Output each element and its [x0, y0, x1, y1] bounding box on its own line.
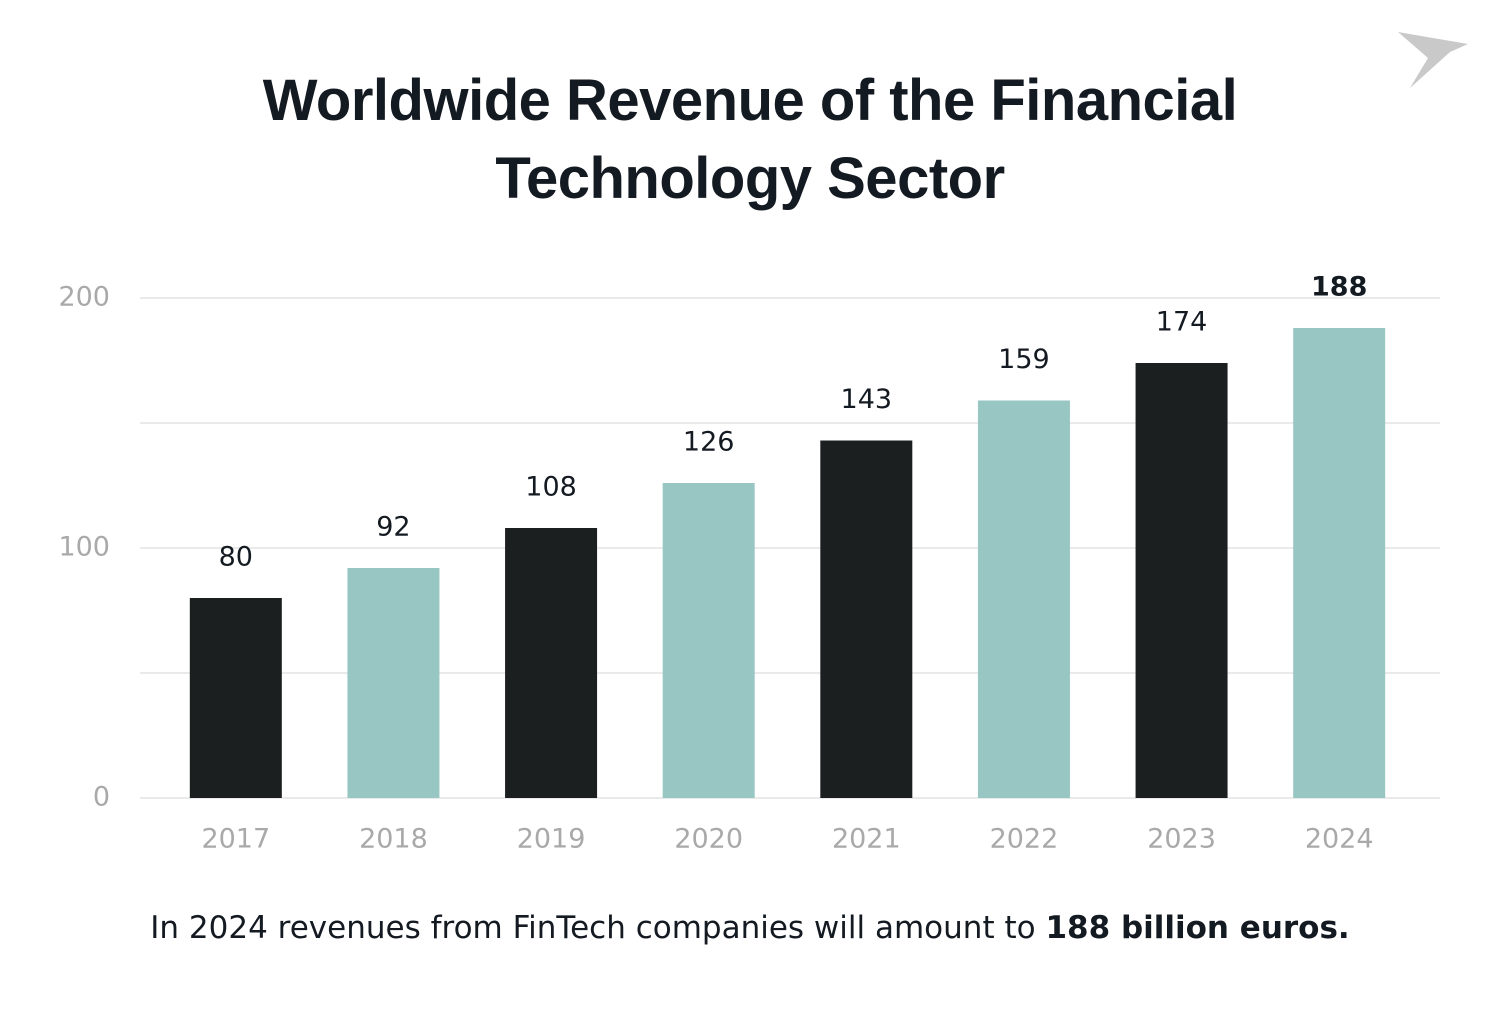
x-tick-label: 2020 [674, 824, 743, 855]
x-tick-label: 2017 [201, 824, 270, 855]
x-tick-label: 2023 [1147, 824, 1216, 855]
bar [662, 483, 755, 798]
bar [820, 440, 913, 798]
bar [1135, 363, 1228, 798]
x-tick-label: 2022 [990, 824, 1059, 855]
y-tick-label: 100 [58, 532, 110, 563]
value-label: 143 [841, 384, 893, 415]
value-label: 108 [525, 472, 577, 503]
y-tick-label: 0 [93, 782, 110, 813]
value-label: 174 [1156, 307, 1208, 338]
logo [1398, 32, 1468, 88]
footnote: In 2024 revenues from FinTech companies … [0, 910, 1500, 946]
footnote-emphasis: 188 billion euros. [1045, 910, 1350, 946]
bar [1293, 328, 1386, 798]
bar [189, 598, 282, 798]
value-label: 188 [1311, 272, 1367, 303]
bar [347, 568, 440, 798]
value-label: 92 [376, 512, 410, 543]
x-tick-label: 2018 [359, 824, 428, 855]
footnote-text: In 2024 revenues from FinTech companies … [150, 910, 1036, 946]
value-label: 159 [998, 344, 1050, 375]
chart-title: Worldwide Revenue of the Financial Techn… [262, 68, 1238, 211]
bar [505, 528, 598, 798]
value-label: 126 [683, 427, 735, 458]
x-tick-label: 2024 [1305, 824, 1374, 855]
value-label: 80 [219, 542, 253, 573]
bar [977, 400, 1070, 798]
x-tick-label: 2021 [832, 824, 901, 855]
y-tick-label: 200 [58, 282, 110, 313]
x-tick-label: 2019 [517, 824, 586, 855]
